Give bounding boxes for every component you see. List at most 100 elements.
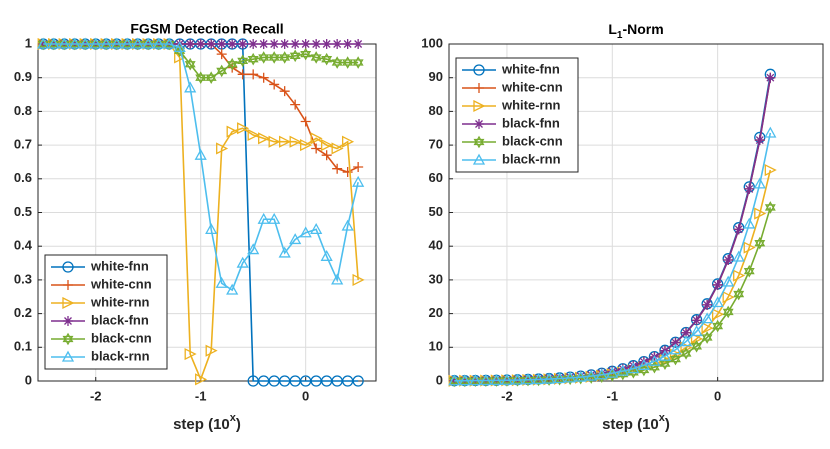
marker xyxy=(754,135,765,146)
marker xyxy=(743,217,756,229)
legend-label: black-fnn xyxy=(502,115,560,130)
marker xyxy=(279,135,292,148)
marker xyxy=(195,39,206,49)
marker xyxy=(290,99,301,110)
marker xyxy=(331,142,344,155)
marker xyxy=(606,366,619,378)
marker xyxy=(511,373,524,385)
marker xyxy=(237,122,250,135)
x-tick-label: -1 xyxy=(195,388,207,403)
marker xyxy=(184,57,196,71)
y-tick-label: 0.4 xyxy=(14,238,33,253)
marker xyxy=(342,56,354,69)
marker xyxy=(595,368,608,380)
marker xyxy=(553,372,566,384)
legend-marker xyxy=(473,64,485,76)
marker xyxy=(247,243,260,255)
marker xyxy=(38,39,49,49)
marker xyxy=(47,37,60,49)
marker xyxy=(744,183,755,194)
marker xyxy=(638,356,649,367)
marker xyxy=(310,51,322,64)
marker xyxy=(723,255,734,266)
marker xyxy=(627,362,640,374)
legend-label: white-fnn xyxy=(501,61,560,76)
marker xyxy=(321,39,332,49)
series-line xyxy=(43,43,359,292)
legend-marker xyxy=(63,280,73,290)
marker xyxy=(68,37,81,49)
marker xyxy=(352,273,365,286)
marker xyxy=(100,37,113,49)
legend-marker xyxy=(472,153,486,165)
marker xyxy=(206,39,217,49)
marker xyxy=(290,39,301,49)
marker xyxy=(532,373,545,385)
marker xyxy=(268,135,281,148)
y-tick-label: 0 xyxy=(436,372,443,387)
marker xyxy=(352,56,364,69)
marker xyxy=(564,371,577,383)
x-label-sup: x xyxy=(230,412,237,424)
marker xyxy=(722,305,734,319)
x-tick-label: -1 xyxy=(607,388,619,403)
marker xyxy=(227,39,238,49)
marker xyxy=(732,250,745,262)
axes-box xyxy=(448,43,824,382)
marker xyxy=(321,139,334,152)
marker xyxy=(226,57,238,71)
y-tick-label: 50 xyxy=(429,204,443,219)
marker xyxy=(712,319,724,333)
marker xyxy=(279,86,290,97)
marker xyxy=(469,374,482,386)
y-tick-label: 100 xyxy=(421,35,443,50)
marker xyxy=(258,132,271,145)
marker xyxy=(352,375,364,387)
marker xyxy=(321,150,332,161)
marker xyxy=(458,374,471,386)
title-rest: -Norm xyxy=(622,21,663,37)
marker xyxy=(754,236,766,250)
marker xyxy=(691,339,703,353)
marker xyxy=(743,241,756,254)
marker xyxy=(216,39,227,49)
marker xyxy=(702,299,713,310)
marker xyxy=(500,373,514,385)
marker xyxy=(205,344,218,357)
marker xyxy=(289,233,302,245)
x-label-end: ) xyxy=(236,416,241,433)
legend-label: black-rnn xyxy=(502,151,561,166)
marker xyxy=(733,224,744,235)
legend-label: white-cnn xyxy=(90,276,152,291)
marker xyxy=(754,207,767,220)
legend-label: black-cnn xyxy=(91,330,152,345)
y-tick-label: 0.3 xyxy=(14,271,32,286)
y-tick-label: 0.9 xyxy=(14,69,32,84)
legend-label: black-cnn xyxy=(502,133,563,148)
legend-label: white-rnn xyxy=(90,294,150,309)
marker xyxy=(121,37,134,49)
x-label-main: step (10 xyxy=(173,416,230,433)
marker xyxy=(733,287,745,301)
marker xyxy=(628,360,639,371)
chart-title: FGSM Detection Recall xyxy=(130,21,283,37)
y-tick-label: 90 xyxy=(429,69,443,84)
x-axis-label: step (10x) xyxy=(173,412,241,433)
marker xyxy=(743,181,755,193)
marker xyxy=(701,312,714,324)
marker xyxy=(448,374,461,386)
marker xyxy=(258,39,269,49)
y-tick-label: 40 xyxy=(429,238,443,253)
marker xyxy=(184,347,197,361)
y-tick-label: 0.5 xyxy=(14,204,32,219)
marker xyxy=(342,39,353,49)
marker xyxy=(300,47,312,61)
marker xyxy=(585,369,598,381)
marker xyxy=(670,352,681,366)
y-tick-label: 60 xyxy=(429,170,443,185)
series-line xyxy=(454,132,772,382)
marker xyxy=(659,357,671,370)
marker xyxy=(753,177,766,189)
marker xyxy=(648,354,661,366)
marker xyxy=(764,126,777,138)
